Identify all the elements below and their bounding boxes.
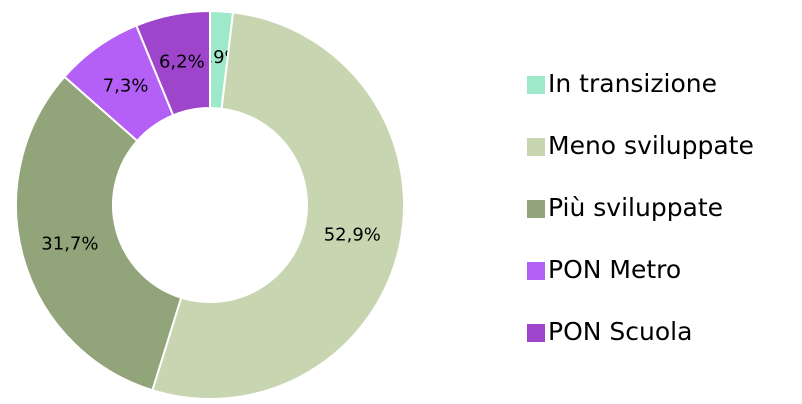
- legend-label: PON Metro: [548, 255, 681, 284]
- legend-swatch: [527, 324, 545, 342]
- data-label: 52,9%: [324, 224, 381, 245]
- data-label: 6,2%: [159, 51, 205, 72]
- legend-swatch: [527, 262, 545, 280]
- legend-label: PON Scuola: [548, 317, 692, 346]
- data-label: 31,7%: [41, 233, 98, 254]
- data-label: 7,3%: [103, 75, 149, 96]
- legend-label: Più sviluppate: [548, 193, 723, 222]
- legend-swatch: [527, 138, 545, 156]
- legend-label: In transizione: [548, 69, 717, 98]
- legend-swatch: [527, 76, 545, 94]
- legend-swatch: [527, 200, 545, 218]
- donut-segment: [135, 9, 211, 117]
- donut-segment: [15, 75, 183, 392]
- legend-label: Meno sviluppate: [548, 131, 754, 160]
- donut-segment: [151, 11, 405, 400]
